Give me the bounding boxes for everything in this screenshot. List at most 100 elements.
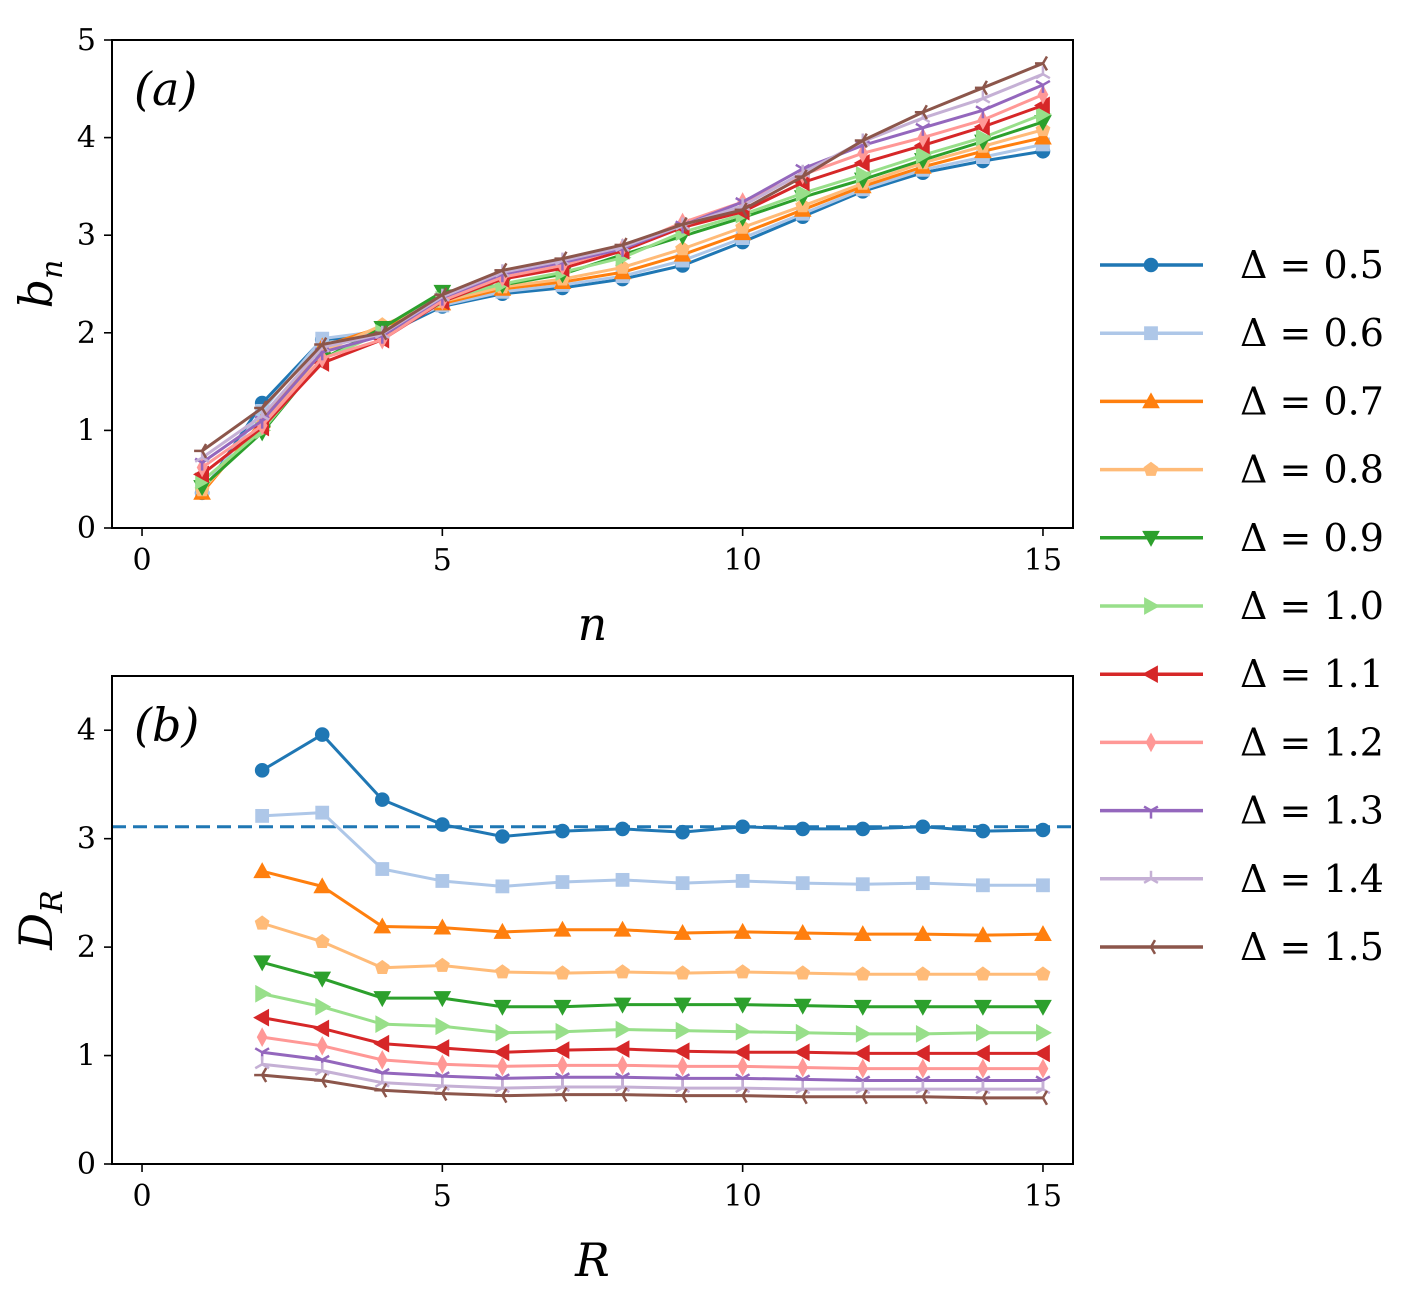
plot-frame <box>111 675 1074 1165</box>
legend-marker <box>1144 326 1158 341</box>
series-line-4 <box>200 128 1044 491</box>
data-point <box>733 1043 750 1062</box>
data-point <box>255 808 270 823</box>
y-axis-label: DR <box>9 890 70 950</box>
data-point <box>313 971 332 988</box>
data-point <box>735 1080 751 1094</box>
data-point <box>433 1039 450 1057</box>
data-point <box>554 1079 571 1093</box>
data-point <box>675 876 690 891</box>
data-point <box>675 1080 691 1094</box>
data-point <box>915 1025 932 1043</box>
data-point <box>314 727 330 742</box>
y-tick-label: 2 <box>77 930 96 965</box>
legend-label: Δ = 0.6 <box>1240 311 1384 355</box>
data-point <box>1034 999 1052 1016</box>
legend-marker <box>1143 870 1159 884</box>
data-point <box>857 1058 869 1079</box>
data-point <box>1035 966 1051 981</box>
data-point <box>555 1022 572 1041</box>
legend-label: Δ = 1.2 <box>1240 720 1384 764</box>
data-point <box>1036 1023 1052 1042</box>
data-point <box>433 918 452 935</box>
data-point <box>315 997 332 1016</box>
data-point <box>913 999 932 1016</box>
data-point <box>373 1034 390 1053</box>
data-point <box>735 874 750 888</box>
legend-item: Δ = 0.6 <box>1100 311 1384 355</box>
data-point <box>795 184 812 203</box>
data-point <box>975 1081 991 1095</box>
data-point <box>674 216 688 233</box>
data-point <box>613 920 632 937</box>
data-point <box>853 1044 870 1063</box>
legend-label: Δ = 0.8 <box>1240 448 1384 492</box>
data-point <box>555 875 570 889</box>
data-point <box>735 819 750 835</box>
data-point <box>435 874 450 888</box>
legend-item: Δ = 0.5 <box>1100 243 1384 287</box>
data-point <box>614 237 628 253</box>
data-point <box>974 926 992 943</box>
data-point <box>254 1056 270 1070</box>
data-point <box>434 287 448 303</box>
x-axis-label: n <box>578 597 608 651</box>
y-tick-label: 3 <box>77 822 96 857</box>
legend-marker <box>1143 805 1159 819</box>
data-point <box>316 1035 328 1056</box>
x-tick-label: 10 <box>724 1179 762 1214</box>
plot-frame <box>111 39 1074 529</box>
series-line-7 <box>261 1016 1043 1055</box>
y-tick-label: 4 <box>77 121 96 156</box>
y-tick-label: 4 <box>77 713 96 748</box>
data-point <box>435 817 450 832</box>
data-point <box>374 792 390 807</box>
legend-item: Δ = 0.9 <box>1100 516 1384 560</box>
data-point <box>855 165 872 184</box>
data-point <box>433 991 452 1008</box>
data-point <box>797 1057 809 1078</box>
data-point <box>313 1019 330 1038</box>
data-point <box>674 1088 688 1104</box>
data-point <box>374 1082 388 1098</box>
data-point <box>675 824 690 840</box>
data-point <box>555 823 570 839</box>
series-line-1 <box>200 149 1044 494</box>
data-point <box>614 1079 631 1093</box>
data-point <box>615 821 630 837</box>
x-tick-label: 5 <box>433 543 452 578</box>
data-point <box>253 1008 270 1027</box>
legend-label: Δ = 0.9 <box>1240 516 1384 560</box>
data-point <box>975 823 991 839</box>
data-point <box>733 997 752 1014</box>
data-point <box>617 1055 628 1076</box>
data-point <box>314 336 328 353</box>
data-point <box>253 862 272 879</box>
data-point <box>673 997 692 1014</box>
x-tick-label: 15 <box>1024 1179 1062 1214</box>
data-point <box>675 241 691 256</box>
legend-item: Δ = 1.0 <box>1100 584 1384 628</box>
legend: Δ = 0.5 Δ = 0.6 Δ = 0.7 Δ = 0.8 Δ = 0.9 Δ = 1… <box>1100 243 1384 969</box>
data-point <box>375 862 390 876</box>
data-point <box>794 1089 808 1105</box>
data-point <box>855 1081 871 1095</box>
data-point <box>376 1050 388 1070</box>
data-point <box>254 763 270 778</box>
data-point <box>795 876 810 891</box>
data-point <box>1037 84 1049 105</box>
data-point <box>374 325 388 341</box>
data-point <box>974 80 988 96</box>
data-point <box>974 1090 988 1106</box>
data-point <box>557 1055 568 1076</box>
legend-label: Δ = 0.5 <box>1240 243 1384 287</box>
data-point <box>493 922 512 939</box>
legend-label: Δ = 1.0 <box>1240 584 1384 628</box>
data-point <box>915 819 931 835</box>
data-point <box>917 127 929 148</box>
data-point <box>554 1087 568 1103</box>
data-point <box>734 1088 748 1104</box>
legend-marker <box>1143 461 1159 476</box>
data-point <box>434 1077 450 1092</box>
